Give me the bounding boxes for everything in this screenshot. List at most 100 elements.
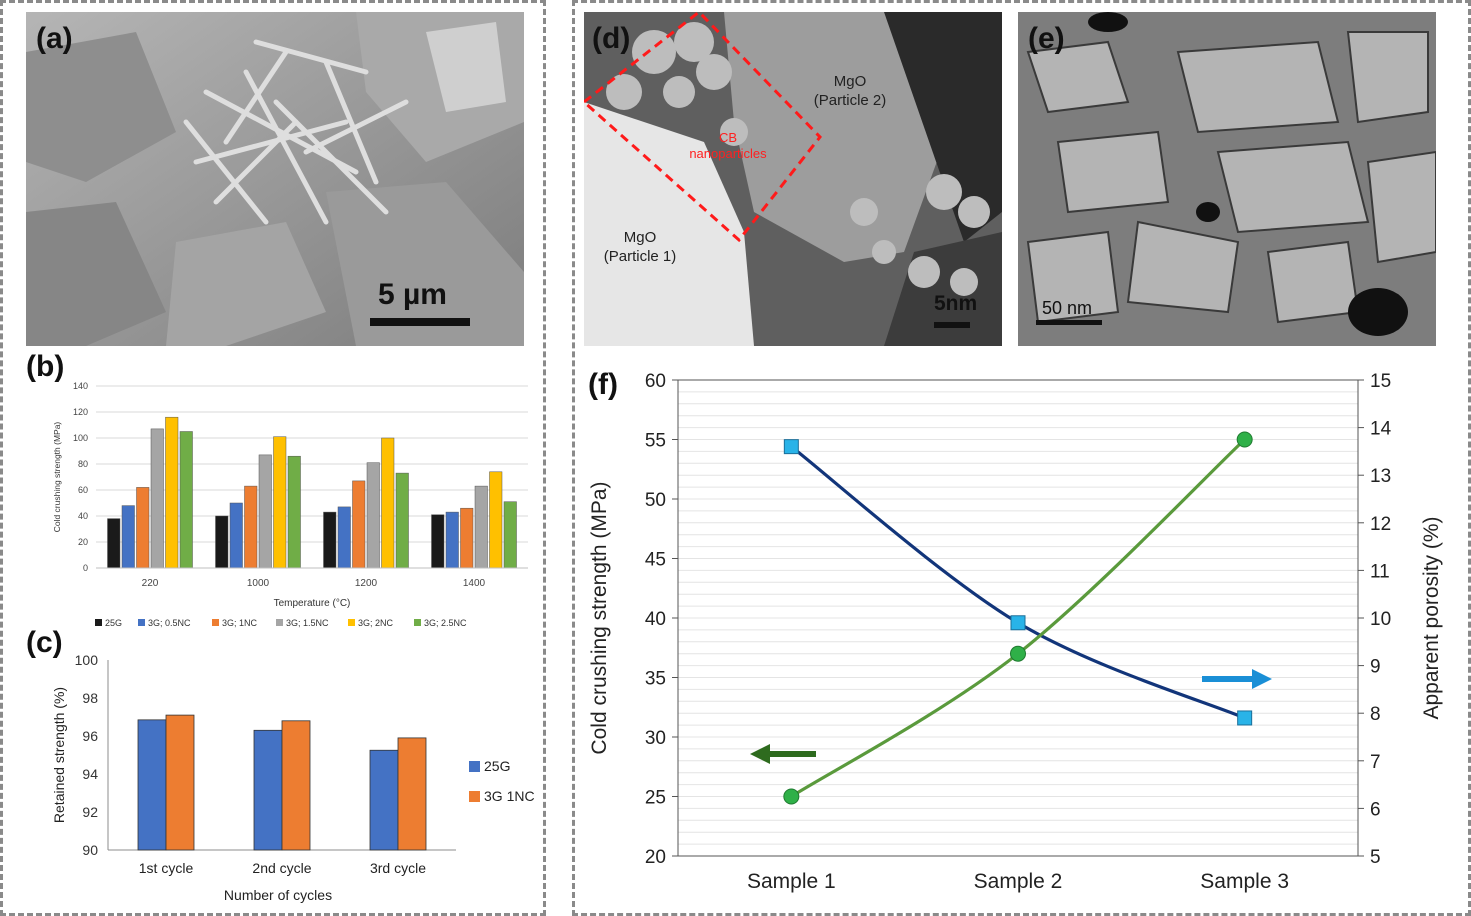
x-tick-label-f: Sample 1 bbox=[747, 870, 836, 893]
bar-b bbox=[136, 487, 150, 569]
y2-tick-label-f: 6 bbox=[1370, 799, 1381, 820]
chart-b: 0 20 40 60 80 100 120 140 220 1000 1200 1400 Tempera… bbox=[0, 370, 546, 640]
x-axis-label-c: Number of cycles bbox=[224, 887, 332, 903]
bar-b bbox=[287, 455, 301, 569]
label-particle-2: MgO (Particle 2) bbox=[813, 73, 887, 109]
arrow-right-axis-head bbox=[1252, 669, 1272, 689]
right-column-frame bbox=[572, 0, 1471, 916]
bar-c bbox=[369, 749, 399, 851]
y-tick-label-f: 35 bbox=[645, 669, 666, 690]
x-tick-label-b: 220 bbox=[142, 578, 159, 589]
label-cb-nanoparticles: CB nanoparticles bbox=[689, 130, 767, 161]
legend-label-b: 3G; 1NC bbox=[222, 618, 258, 628]
legend-label-b: 3G; 1.5NC bbox=[286, 618, 329, 628]
bar-b bbox=[165, 416, 179, 569]
bar-b bbox=[179, 431, 193, 569]
scale-label-a: 5 µm bbox=[378, 278, 447, 311]
scale-label-d: 5nm bbox=[934, 292, 978, 315]
x-tick-label-b: 1200 bbox=[355, 578, 378, 589]
panel-label-a: (a) bbox=[36, 22, 73, 55]
x-tick-label-f: Sample 2 bbox=[974, 870, 1063, 893]
bar-b bbox=[445, 511, 459, 569]
panel-label-b: (b) bbox=[26, 350, 65, 383]
bar-b bbox=[503, 501, 517, 569]
y-tick-label-b: 120 bbox=[73, 407, 88, 417]
bar-b bbox=[474, 485, 488, 569]
y-tick-label-b: 100 bbox=[73, 433, 88, 443]
y-tick-label-f: 50 bbox=[645, 490, 666, 511]
y-tick-label-c: 96 bbox=[82, 728, 98, 744]
x-tick-label-f: Sample 3 bbox=[1200, 870, 1289, 893]
scale-bar-d bbox=[934, 322, 970, 328]
y-tick-label-c: 92 bbox=[82, 804, 98, 820]
y-axis-label-c: Retained strength (%) bbox=[51, 687, 67, 823]
scale-label-e: 50 nm bbox=[1042, 298, 1093, 318]
y2-tick-label-f: 11 bbox=[1370, 561, 1390, 582]
y2-tick-label-f: 12 bbox=[1370, 514, 1391, 535]
x-tick-label-b: 1000 bbox=[247, 578, 270, 589]
sem-image-a bbox=[26, 12, 524, 346]
x-tick-label-c: 1st cycle bbox=[139, 860, 194, 876]
bar-b bbox=[258, 454, 272, 569]
data-point-porosity bbox=[1010, 615, 1026, 631]
bar-b bbox=[215, 515, 229, 569]
legend-swatch-b bbox=[276, 619, 283, 626]
panel-label-c: (c) bbox=[26, 626, 63, 659]
y-tick-label-b: 20 bbox=[78, 537, 88, 547]
y-tick-label-f: 25 bbox=[645, 788, 666, 809]
bar-c bbox=[281, 720, 311, 851]
legend-swatch-b bbox=[95, 619, 102, 626]
label-particle-1: MgO (Particle 1) bbox=[603, 229, 677, 265]
y-tick-label-b: 0 bbox=[83, 563, 88, 573]
bar-c bbox=[165, 714, 195, 851]
legend-label-c: 3G 1NC bbox=[484, 788, 535, 804]
y2-tick-label-f: 15 bbox=[1370, 371, 1391, 392]
left-column-frame bbox=[0, 0, 546, 916]
y2-tick-label-f: 14 bbox=[1370, 419, 1392, 440]
bar-b bbox=[121, 505, 135, 569]
bar-b bbox=[323, 511, 337, 569]
scale-bar-e bbox=[1036, 320, 1102, 325]
y-tick-label-f: 45 bbox=[645, 550, 666, 571]
bar-b bbox=[352, 480, 366, 569]
y2-tick-label-f: 7 bbox=[1370, 752, 1381, 773]
bar-b bbox=[244, 485, 258, 569]
y-tick-label-b: 140 bbox=[73, 381, 88, 391]
x-tick-label-c: 2nd cycle bbox=[252, 860, 311, 876]
legend-swatch-c bbox=[469, 761, 480, 772]
bar-b bbox=[229, 502, 243, 569]
arrow-left-axis-head bbox=[750, 744, 770, 764]
bar-b bbox=[460, 507, 474, 569]
legend-swatch-b bbox=[414, 619, 421, 626]
legend-swatch-c bbox=[469, 791, 480, 802]
legend-swatch-b bbox=[348, 619, 355, 626]
y-tick-label-f: 55 bbox=[645, 431, 666, 452]
data-point-porosity bbox=[783, 439, 799, 455]
y-axis-label-b: Cold crushing strength (MPa) bbox=[52, 422, 62, 533]
y-tick-label-f: 40 bbox=[645, 609, 666, 630]
bar-c bbox=[397, 737, 427, 851]
legend-swatch-b bbox=[138, 619, 145, 626]
bar-b bbox=[395, 472, 409, 569]
y-tick-label-c: 90 bbox=[82, 842, 98, 858]
x-axis-label-b: Temperature (°C) bbox=[274, 598, 351, 609]
y-tick-label-f: 20 bbox=[645, 847, 666, 868]
bar-b bbox=[431, 514, 445, 569]
chart-c: 90 92 94 96 98 100 1st cycle 2nd cycle 3rd cycle… bbox=[0, 640, 546, 916]
y2-tick-label-f: 5 bbox=[1370, 847, 1381, 868]
y2-tick-label-f: 9 bbox=[1370, 657, 1381, 678]
y-tick-label-b: 40 bbox=[78, 511, 88, 521]
data-point-porosity bbox=[1237, 710, 1253, 726]
data-point-strength bbox=[1236, 431, 1253, 448]
panel-label-e: (e) bbox=[1028, 22, 1065, 55]
panel-label-f: (f) bbox=[588, 368, 618, 401]
y2-tick-label-f: 13 bbox=[1370, 466, 1391, 487]
y2-axis-label-f: Apparent porosity (%) bbox=[1420, 516, 1443, 719]
y-tick-label-f: 30 bbox=[645, 728, 666, 749]
x-tick-label-b: 1400 bbox=[463, 578, 486, 589]
bar-b bbox=[150, 428, 164, 569]
legend-label-b: 3G; 2.5NC bbox=[424, 618, 467, 628]
legend-swatch-b bbox=[212, 619, 219, 626]
bar-b bbox=[489, 471, 503, 569]
bar-c bbox=[253, 729, 283, 851]
